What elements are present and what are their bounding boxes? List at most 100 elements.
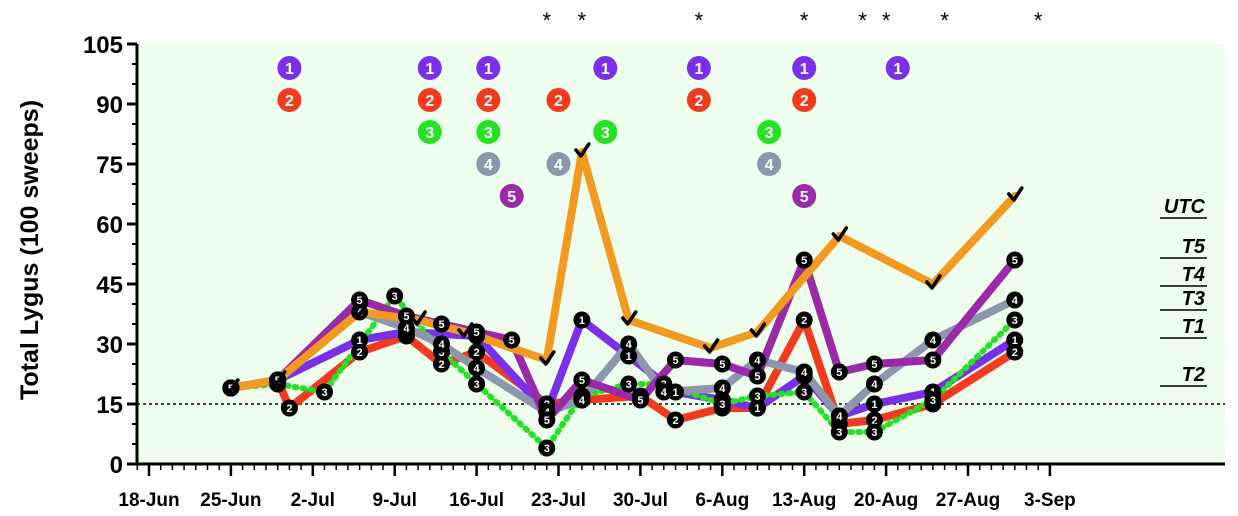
data-point-t4 [924,331,942,349]
treatment-marker-1 [686,56,711,80]
data-point-label-t5: 5 [754,371,760,383]
data-point-t1 [1006,331,1024,349]
significance-mark: * [695,8,704,33]
data-point-t3 [795,383,813,401]
data-point-t4 [397,319,415,337]
y-tick-label: 105 [83,32,123,59]
data-point-label-t3: 3 [474,379,480,391]
data-point-label-t3: 3 [754,391,760,403]
data-point-t2 [1006,343,1024,361]
data-point-t5 [924,351,942,369]
treatment-marker-3 [757,120,782,144]
x-tick-label: 13-Aug [772,490,836,511]
data-point-label-t1: 1 [871,399,877,411]
y-tick-label: 15 [96,392,123,419]
data-point-t5 [795,251,813,269]
treatment-marker-1 [476,56,501,80]
treatment-marker-label-5: 5 [507,189,516,206]
data-point-label-t3: 3 [438,347,444,359]
data-point-t5 [748,367,766,385]
data-point-t2 [468,343,486,361]
data-point-t1 [573,311,591,329]
treatment-marker-label-4: 4 [765,157,774,174]
y-tick-label: 60 [96,212,123,239]
treatment-marker-1 [417,56,442,80]
data-point-utc [831,226,849,242]
significance-mark: * [1034,8,1043,33]
data-point-t5 [433,315,450,333]
significance-mark: * [858,8,867,33]
x-tick-label: 9-Jul [373,490,417,511]
data-point-t5 [573,371,591,389]
treatment-marker-4 [757,152,782,176]
data-point-t5 [830,363,848,381]
data-point-t2 [865,411,883,429]
treatment-marker-label-5: 5 [800,189,809,206]
x-tick-label: 25-Jun [200,490,261,511]
x-tick-label: 23-Jul [531,490,586,511]
data-point-label-t5: 5 [836,367,842,379]
data-point-label-t4: 4 [474,363,481,375]
data-point-label-t3: 3 [626,379,632,391]
treatment-marker-label-2: 2 [285,93,294,110]
treatment-marker-4 [546,152,571,176]
treatment-marker-3 [417,120,442,144]
data-point-t5 [397,307,415,325]
treatment-marker-label-4: 4 [484,157,493,174]
data-point-label-t3: 3 [719,399,725,411]
series-label-t2: T2 [1182,364,1205,386]
data-point-t2 [667,411,684,429]
data-point-label-t1: 1 [579,315,585,327]
data-point-t5 [538,411,556,429]
data-point-label-t5: 5 [1012,255,1018,267]
data-point-t4 [655,383,673,401]
data-point-label-t2: 2 [438,359,444,371]
data-point-t2 [433,355,450,373]
y-axis-label: Total Lygus (100 sweeps) [16,100,44,400]
treatment-marker-1 [593,56,618,80]
data-point-t2 [795,311,813,329]
treatment-marker-2 [277,88,302,112]
data-point-label-t5: 5 [579,375,585,387]
data-point-t5 [1006,251,1024,269]
data-point-label-t4: 4 [403,323,410,335]
treatment-marker-2 [686,88,711,112]
data-point-t5 [503,331,521,349]
x-tick-label: 20-Aug [854,490,918,511]
data-point-t5 [667,351,684,369]
data-point-t4 [748,351,766,369]
data-point-label-t5: 5 [637,395,643,407]
data-point-t3 [924,391,942,409]
data-point-label-t4: 4 [836,411,843,423]
data-point-utc [457,322,474,338]
treatment-marker-label-3: 3 [425,125,434,142]
treatment-marker-label-1: 1 [425,61,434,78]
data-point-label-t5: 5 [544,415,550,427]
data-point-label-t5: 5 [357,295,363,307]
treatment-marker-2 [792,88,817,112]
treatment-marker-4 [476,152,501,176]
series-label-t4: T4 [1182,264,1205,286]
data-point-t5 [865,355,883,373]
data-point-t5 [713,355,731,373]
data-point-label-t3: 3 [801,387,807,399]
treatment-marker-label-2: 2 [800,93,809,110]
data-point-t4 [1006,291,1024,309]
data-point-t1 [351,331,369,349]
data-point-label-t1: 1 [357,335,363,347]
data-point-label-t3: 3 [544,443,550,455]
treatment-marker-5 [792,184,817,208]
data-point-label-t2: 2 [871,415,877,427]
data-point-label-t1: 1 [672,387,678,399]
y-tick-label: 90 [96,92,123,119]
data-point-label-t4: 4 [754,355,761,367]
data-point-label-t4: 4 [930,335,937,347]
x-tick-label: 3-Sep [1024,490,1076,511]
treatment-marker-label-1: 1 [893,61,902,78]
x-tick-label: 18-Jun [118,490,179,511]
treatment-marker-label-2: 2 [554,93,563,110]
data-point-label-t2: 2 [1012,347,1018,359]
y-tick-label: 75 [96,152,123,179]
significance-mark: * [578,8,587,33]
data-point-t3 [538,439,556,457]
